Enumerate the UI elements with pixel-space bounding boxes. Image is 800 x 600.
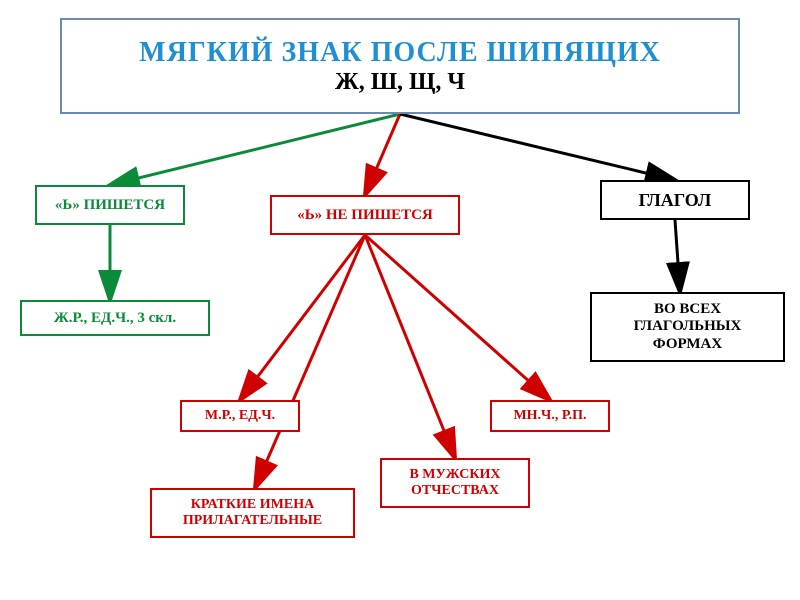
title-main: МЯГКИЙ ЗНАК ПОСЛЕ ШИПЯЩИХ [139, 37, 661, 69]
node-adjective: КРАТКИЕ ИМЕНА ПРИЛАГАТЕЛЬНЫЕ [150, 488, 355, 538]
node-not-written: «Ь» НЕ ПИШЕТСЯ [270, 195, 460, 235]
node-feminine: Ж.Р., ЕД.Ч., 3 скл. [20, 300, 210, 336]
node-masculine: М.Р., ЕД.Ч. [180, 400, 300, 432]
node-adjective-l2: ПРИЛАГАТЕЛЬНЫЕ [183, 513, 322, 529]
node-verb: ГЛАГОЛ [600, 180, 750, 220]
node-patronymic-l2: ОТЧЕСТВАХ [411, 483, 499, 499]
node-patronymic: В МУЖСКИХ ОТЧЕСТВАХ [380, 458, 530, 508]
node-adjective-l1: КРАТКИЕ ИМЕНА [191, 497, 314, 513]
node-verb-forms: ВО ВСЕХ ГЛАГОЛЬНЫХ ФОРМАХ [590, 292, 785, 362]
node-verb-forms-l2: ГЛАГОЛЬНЫХ [634, 318, 742, 335]
node-written: «Ь» ПИШЕТСЯ [35, 185, 185, 225]
node-plural-label: МН.Ч., Р.П. [513, 408, 586, 424]
node-plural: МН.Ч., Р.П. [490, 400, 610, 432]
node-verb-forms-l1: ВО ВСЕХ [654, 301, 721, 318]
node-written-label: «Ь» ПИШЕТСЯ [55, 197, 165, 214]
title-sub: Ж, Ш, Щ, Ч [335, 69, 465, 96]
node-not-written-label: «Ь» НЕ ПИШЕТСЯ [297, 207, 433, 224]
node-masculine-label: М.Р., ЕД.Ч. [205, 408, 275, 424]
node-patronymic-l1: В МУЖСКИХ [409, 467, 500, 483]
node-verb-forms-l3: ФОРМАХ [653, 336, 722, 353]
title-box: МЯГКИЙ ЗНАК ПОСЛЕ ШИПЯЩИХ Ж, Ш, Щ, Ч [60, 18, 740, 114]
node-feminine-label: Ж.Р., ЕД.Ч., 3 скл. [54, 310, 176, 327]
node-verb-label: ГЛАГОЛ [639, 190, 712, 211]
